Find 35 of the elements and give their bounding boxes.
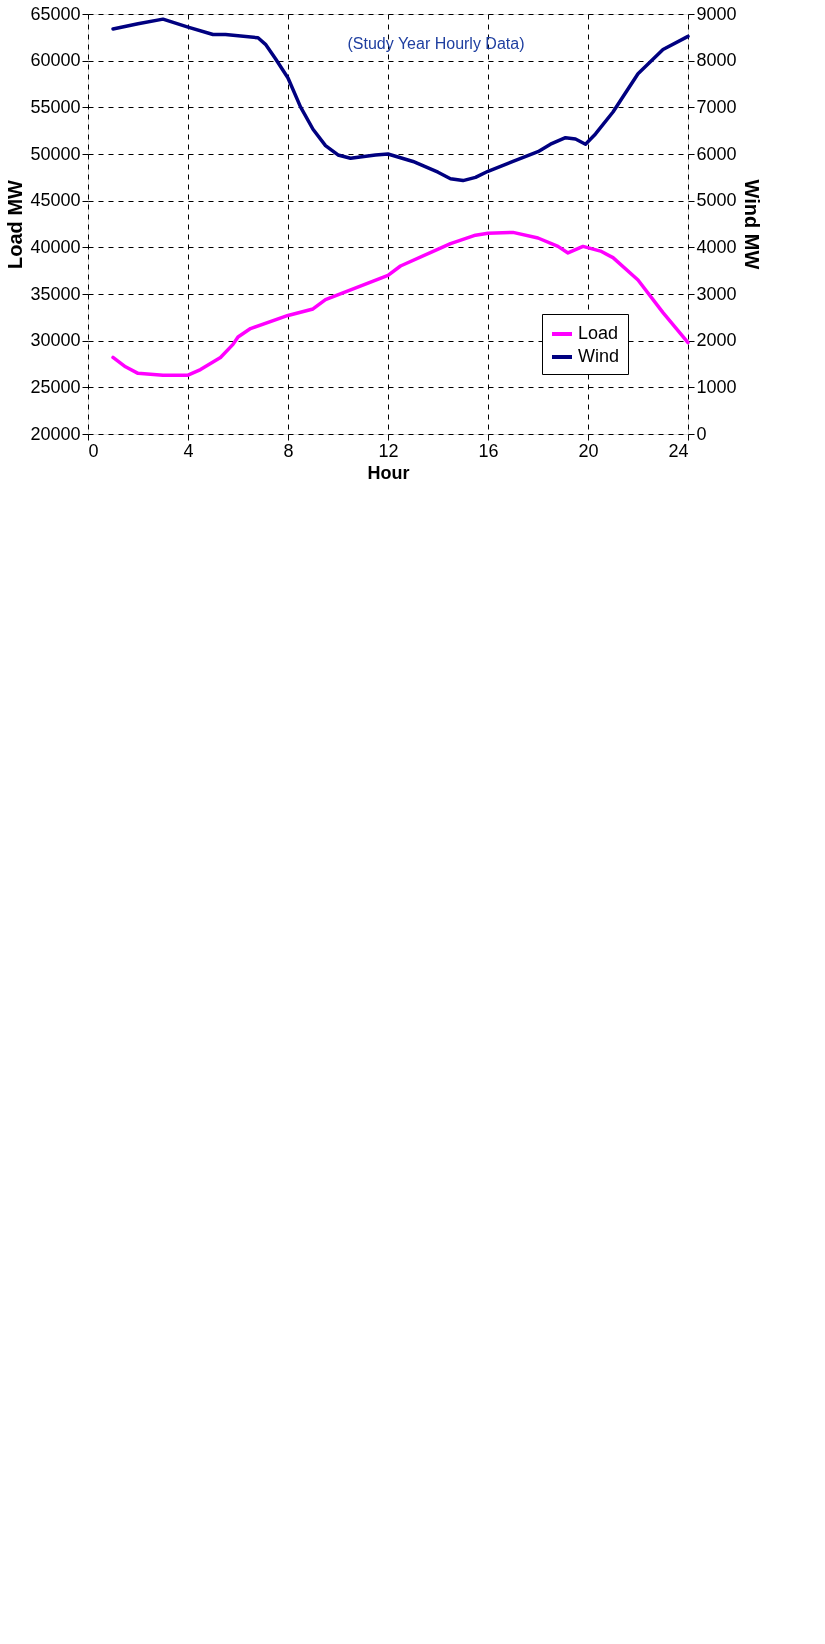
x-tick-label: 20: [578, 440, 599, 461]
y2-tick-label: 3000: [696, 283, 737, 304]
annotation: (Study Year Hourly Data): [347, 35, 525, 52]
y-tick-label: 55000: [30, 96, 81, 117]
y-tick-label: 50000: [30, 143, 81, 164]
x-tick-label: 8: [283, 440, 294, 461]
y2-tick-label: 1000: [696, 376, 737, 397]
y-tick-label: 25000: [30, 376, 81, 397]
line-series: [111, 17, 690, 183]
x-tick-label: 24: [668, 440, 689, 461]
legend-label: Wind: [578, 346, 620, 366]
y-tick-label: 30000: [30, 330, 81, 351]
y2-tick-label: 5000: [696, 190, 737, 211]
y2-tick-label: 8000: [696, 50, 737, 71]
y-tick-label: 65000: [30, 3, 81, 24]
x-tick-label: 4: [183, 440, 194, 461]
x-tick-label: 16: [478, 440, 499, 461]
y-tick-label: 20000: [30, 423, 81, 444]
x-tick-label: 12: [378, 440, 399, 461]
legend-label: Load: [578, 323, 619, 343]
y2-tick-label: 2000: [696, 330, 737, 351]
x-tick-label: 0: [88, 440, 99, 461]
y-tick-label: 45000: [30, 190, 81, 211]
y-tick-label: 60000: [30, 50, 81, 71]
y-tick-label: 35000: [30, 283, 81, 304]
line-series: [111, 230, 690, 377]
y2-tick-label: 9000: [696, 3, 737, 24]
y2-tick-label: 4000: [696, 236, 737, 257]
y-tick-label: 40000: [30, 236, 81, 257]
y2-tick-label: 7000: [696, 96, 737, 117]
y2-tick-label: 6000: [696, 143, 737, 164]
y2-axis-title: Wind MW: [740, 179, 763, 270]
x-axis-title: Hour: [367, 462, 410, 483]
y2-tick-label: 0: [696, 423, 707, 444]
y-axis-title: Load MW: [4, 179, 27, 269]
